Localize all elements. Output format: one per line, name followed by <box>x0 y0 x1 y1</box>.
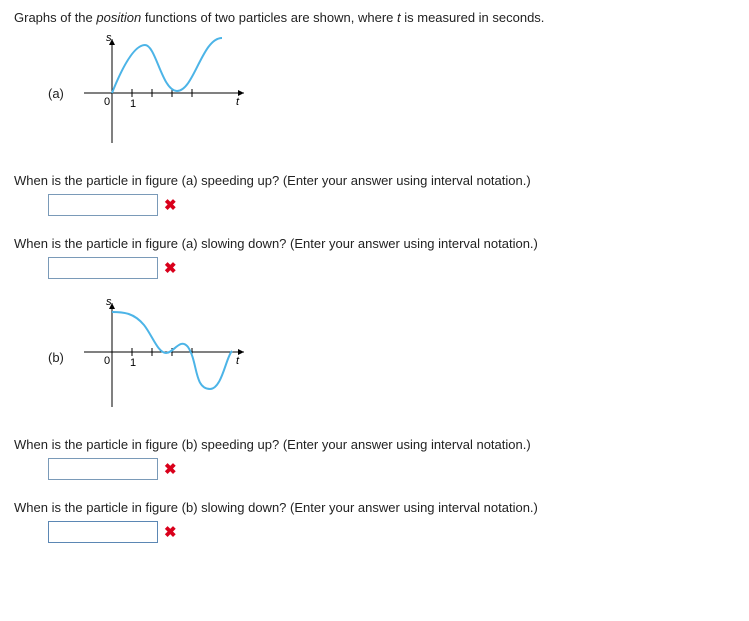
intro-end: is measured in seconds. <box>401 10 545 25</box>
figure-a-label: (a) <box>14 86 84 101</box>
figure-a-graph: s t 0 1 <box>84 33 254 153</box>
origin-label: 0 <box>104 96 110 108</box>
incorrect-icon: ✖ <box>164 525 177 540</box>
x-axis-label: t <box>236 96 240 108</box>
incorrect-icon: ✖ <box>164 261 177 276</box>
answer-row-b-slowdown: ✖ <box>14 521 735 543</box>
input-a-slowdown[interactable] <box>48 257 158 279</box>
y-axis-label: s <box>106 33 112 44</box>
intro-text: Graphs of the position functions of two … <box>14 10 735 25</box>
curve-b <box>112 312 232 389</box>
figure-b-block: (b) s t 0 1 <box>14 297 735 417</box>
figure-b-graph: s t 0 1 <box>84 297 254 417</box>
tick1-label: 1 <box>130 98 136 110</box>
question-b-slowdown: When is the particle in figure (b) slowi… <box>14 500 735 515</box>
question-a-slowdown: When is the particle in figure (a) slowi… <box>14 236 735 251</box>
answer-row-a-speedup: ✖ <box>14 194 735 216</box>
intro-em: position <box>96 10 141 25</box>
curve-a <box>112 38 222 93</box>
incorrect-icon: ✖ <box>164 462 177 477</box>
y-axis-label: s <box>106 297 112 308</box>
question-b-speedup: When is the particle in figure (b) speed… <box>14 437 735 452</box>
intro-prefix: Graphs of the <box>14 10 96 25</box>
input-b-speedup[interactable] <box>48 458 158 480</box>
incorrect-icon: ✖ <box>164 198 177 213</box>
answer-row-b-speedup: ✖ <box>14 458 735 480</box>
input-b-slowdown[interactable] <box>48 521 158 543</box>
figure-b-label: (b) <box>14 350 84 365</box>
input-a-speedup[interactable] <box>48 194 158 216</box>
tick1-label: 1 <box>130 357 136 369</box>
intro-suffix: functions of two particles are shown, wh… <box>141 10 397 25</box>
origin-label: 0 <box>104 355 110 367</box>
figure-a-block: (a) s t 0 1 <box>14 33 735 153</box>
question-a-speedup: When is the particle in figure (a) speed… <box>14 173 735 188</box>
x-axis-label: t <box>236 355 240 367</box>
answer-row-a-slowdown: ✖ <box>14 257 735 279</box>
